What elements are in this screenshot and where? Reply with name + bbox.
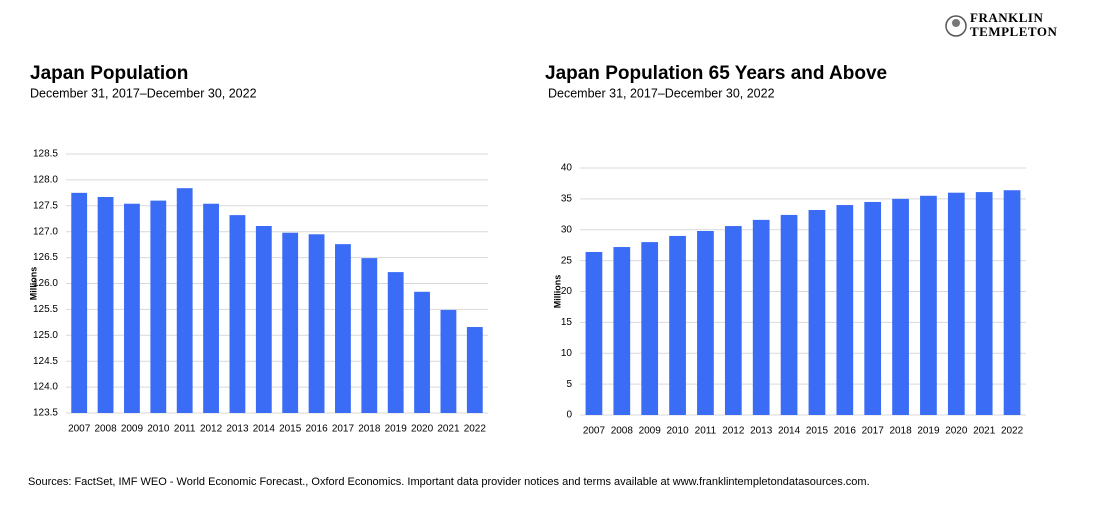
x-tick-label: 2013 [226, 424, 249, 435]
x-tick-label: 2010 [147, 424, 170, 435]
y-tick-label: 10 [561, 348, 573, 359]
chart-title: Japan Population 65 Years and Above [545, 63, 887, 84]
bar [203, 203, 219, 413]
y-tick-label: 127.5 [33, 200, 58, 211]
x-tick-label: 2020 [945, 426, 968, 437]
bar [892, 198, 909, 415]
bar [387, 272, 404, 413]
x-tick-label: 2011 [695, 426, 717, 437]
bar [724, 226, 742, 415]
bar [229, 215, 246, 413]
x-tick-label: 2014 [778, 426, 801, 437]
x-tick-label: 2009 [639, 426, 662, 437]
x-tick-label: 2009 [121, 424, 144, 435]
bar [1003, 190, 1021, 415]
y-tick-label: 35 [561, 194, 573, 205]
x-tick-label: 2007 [68, 424, 91, 435]
bar [864, 201, 882, 415]
x-tick-label: 2019 [385, 424, 408, 435]
y-tick-label: 123.5 [33, 408, 58, 419]
bar [414, 291, 430, 413]
chart-subtitle: December 31, 2017–December 30, 2022 [30, 86, 257, 100]
x-tick-label: 2015 [279, 424, 302, 435]
bar [361, 258, 378, 413]
bar [947, 192, 965, 415]
logo: FRANKLIN TEMPLETON [945, 10, 1057, 39]
bar [808, 209, 826, 415]
bar [641, 242, 659, 415]
bar [752, 219, 770, 415]
bar [124, 203, 140, 413]
bar [466, 327, 483, 413]
y-tick-label: 124.0 [33, 382, 58, 393]
chart-title: Japan Population [30, 63, 188, 84]
bar [150, 200, 167, 413]
logo-text: FRANKLIN [970, 10, 1043, 25]
bar [585, 251, 603, 415]
bar [97, 196, 114, 413]
y-tick-label: 126.5 [33, 252, 58, 263]
x-tick-label: 2022 [1001, 426, 1024, 437]
bar [669, 235, 686, 415]
x-tick-label: 2016 [305, 424, 328, 435]
x-tick-label: 2021 [437, 424, 460, 435]
y-tick-label: 128.0 [33, 175, 58, 186]
y-axis-title: Millions [552, 275, 562, 309]
x-tick-label: 2013 [750, 426, 773, 437]
bar [836, 205, 854, 415]
chart-subtitle: December 31, 2017–December 30, 2022 [548, 86, 775, 100]
x-tick-label: 2019 [917, 426, 940, 437]
y-tick-label: 126.0 [33, 278, 58, 289]
x-tick-label: 2017 [332, 424, 355, 435]
x-tick-label: 2018 [358, 424, 381, 435]
y-tick-label: 125.5 [33, 304, 58, 315]
y-axis-title: Millions [28, 267, 38, 301]
x-tick-label: 2008 [94, 424, 117, 435]
bar [255, 226, 272, 413]
y-tick-label: 15 [561, 317, 573, 328]
x-tick-label: 2012 [200, 424, 223, 435]
x-tick-label: 2017 [862, 426, 885, 437]
y-tick-label: 40 [561, 163, 573, 174]
bar [440, 309, 457, 413]
x-tick-label: 2014 [253, 424, 276, 435]
x-tick-label: 2008 [611, 426, 634, 437]
y-tick-label: 5 [566, 379, 572, 390]
logo-icon-head [952, 19, 960, 27]
x-tick-label: 2012 [722, 426, 745, 437]
source-note: Sources: FactSet, IMF WEO - World Econom… [28, 476, 870, 488]
bar [975, 192, 993, 415]
bar [282, 232, 299, 413]
bar [613, 247, 631, 415]
y-tick-label: 0 [566, 410, 572, 421]
x-tick-label: 2011 [174, 424, 196, 435]
logo-text: TEMPLETON [970, 24, 1057, 39]
x-tick-label: 2022 [464, 424, 487, 435]
x-tick-label: 2015 [806, 426, 829, 437]
x-tick-label: 2020 [411, 424, 434, 435]
bar [71, 192, 88, 413]
bar [920, 195, 937, 415]
y-tick-label: 125.0 [33, 330, 58, 341]
bar [176, 188, 193, 413]
y-tick-label: 127.0 [33, 226, 58, 237]
x-tick-label: 2010 [666, 426, 689, 437]
bar [780, 214, 798, 415]
bar [308, 234, 325, 413]
y-tick-label: 124.5 [33, 356, 58, 367]
y-tick-label: 20 [561, 286, 573, 297]
y-tick-label: 25 [561, 255, 573, 266]
bar [335, 244, 351, 413]
y-tick-label: 30 [561, 224, 573, 235]
x-tick-label: 2007 [583, 426, 606, 437]
y-tick-label: 128.5 [33, 149, 58, 160]
x-tick-label: 2016 [834, 426, 857, 437]
bar [697, 230, 714, 415]
x-tick-label: 2021 [973, 426, 996, 437]
x-tick-label: 2018 [889, 426, 912, 437]
